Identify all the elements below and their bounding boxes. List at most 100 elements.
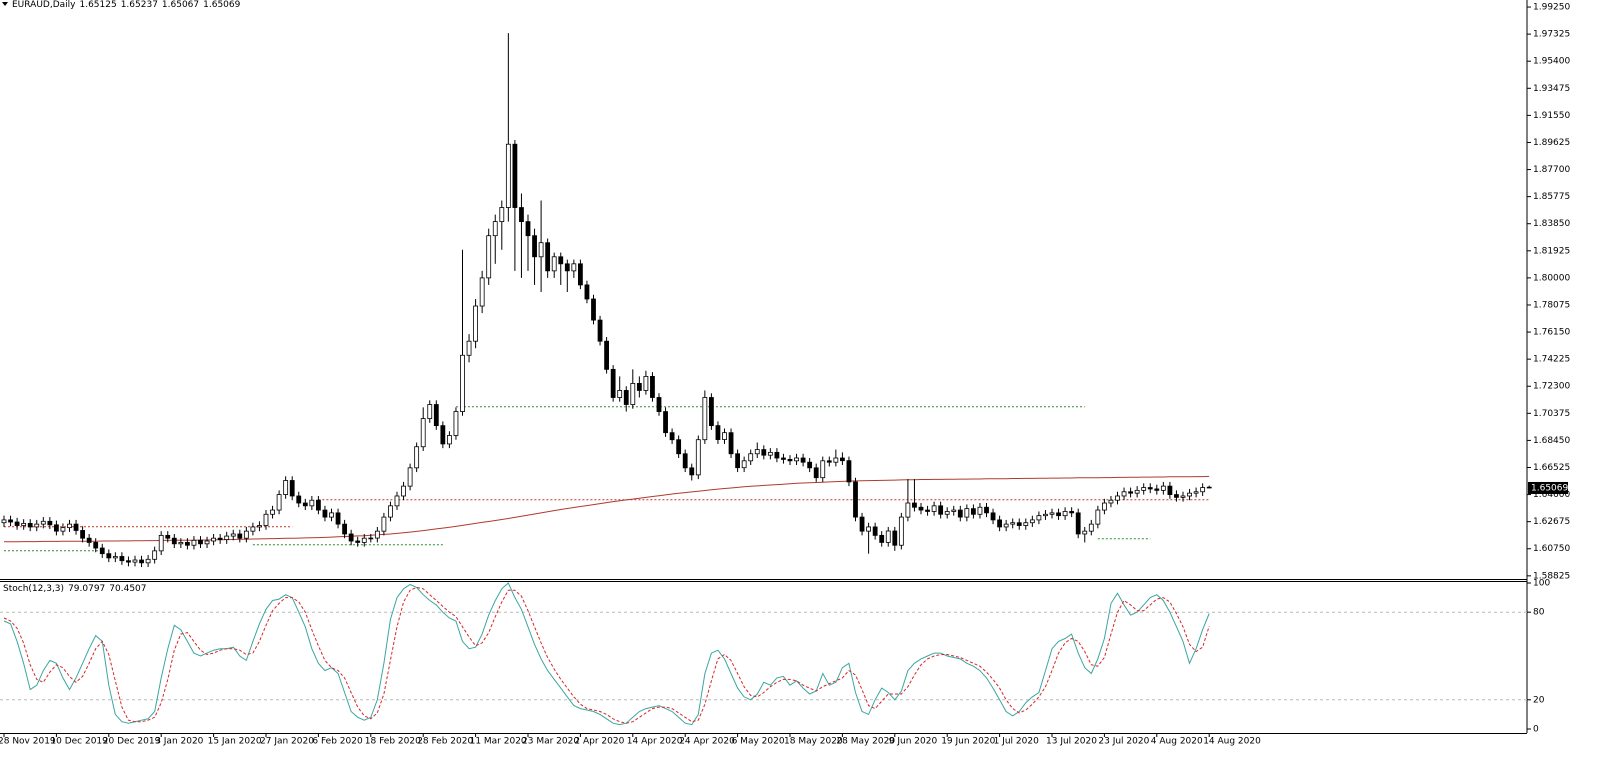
candle-body	[348, 533, 354, 542]
candle-body	[872, 526, 878, 536]
candle-body	[414, 446, 420, 469]
candle-body	[191, 539, 197, 546]
candle-body	[1095, 509, 1101, 525]
y-tick-label: 1.68450	[1533, 436, 1570, 446]
candle-body	[198, 539, 203, 545]
candle-body	[1187, 492, 1192, 497]
high-price: 1.65237	[121, 0, 158, 10]
y-tick-label: 1.58825	[1533, 571, 1570, 581]
candle-body	[636, 383, 642, 391]
candle-body	[813, 467, 819, 479]
candle-body	[1121, 491, 1127, 497]
current-price-box	[1528, 481, 1568, 494]
candle-body	[604, 340, 609, 370]
candle-body	[1134, 489, 1140, 494]
candle-body	[1180, 495, 1186, 498]
candle-body	[997, 519, 1002, 528]
candle-body	[112, 556, 118, 559]
candle-body	[1010, 522, 1016, 525]
candle-body	[361, 537, 367, 543]
candle-body	[859, 516, 865, 532]
candle-body	[283, 480, 289, 495]
signal-value: 70.4507	[109, 584, 146, 594]
candle-body	[715, 425, 721, 440]
candle-body	[132, 559, 138, 563]
candle-body	[905, 502, 911, 518]
x-tick-label: 14 Apr 2020	[627, 737, 683, 747]
candle-body	[86, 537, 92, 543]
y-tick-label: 1.70375	[1533, 409, 1570, 419]
candle-body	[578, 263, 583, 286]
candle-body	[630, 383, 636, 405]
candle-body	[1062, 511, 1068, 517]
candle-body	[610, 368, 616, 398]
candle-body	[289, 480, 295, 497]
y-tick-label: 1.60750	[1533, 544, 1570, 554]
current-price-label: 1.65069	[1531, 483, 1568, 493]
symbol-title: EURAUD,Daily	[12, 0, 76, 10]
candle-body	[1200, 487, 1206, 493]
candle-body	[728, 432, 734, 455]
candle-body	[597, 319, 603, 342]
candle-body	[158, 534, 164, 552]
y-tick-label: 1.72300	[1533, 382, 1570, 392]
candle-body	[1160, 485, 1166, 491]
candle-body	[473, 305, 479, 342]
candle-body	[315, 499, 321, 511]
plot-layer: 1.58825 1.60750 1.62675 1.64600 1.66525 1.684…	[0, 3, 1570, 747]
x-tick-label: 2 Apr 2020	[574, 737, 624, 747]
candle-body	[322, 509, 328, 518]
candle-body	[558, 256, 564, 265]
candle-body	[617, 390, 623, 398]
candle-body	[1141, 487, 1147, 491]
candle-body	[126, 560, 131, 563]
y-tick-label: 1.95400	[1533, 57, 1570, 67]
x-tick-label: 19 Jun 2020	[941, 737, 995, 747]
x-tick-label: 3 Jan 2020	[155, 737, 203, 747]
candle-body	[14, 521, 20, 526]
y-tick-label: 1.97325	[1533, 30, 1570, 40]
candle-body	[211, 537, 217, 542]
candle-body	[912, 502, 917, 508]
y-tick-label: 1.87700	[1533, 165, 1570, 175]
candle-body	[401, 485, 406, 497]
candle-body	[800, 457, 806, 463]
x-tick-label: 10 Dec 2019	[50, 737, 108, 747]
candle-body	[702, 397, 708, 441]
indicator-header: Stoch(12,3,3) 79.0797 70.4507	[3, 584, 147, 594]
candle-body	[54, 524, 59, 532]
candle-body	[335, 512, 341, 525]
candle-body	[257, 525, 262, 528]
open-price: 1.65125	[79, 0, 116, 10]
candle-body	[643, 375, 649, 391]
candle-body	[774, 451, 780, 459]
candle-body	[1167, 485, 1173, 495]
candle-body	[73, 523, 79, 531]
candle-body	[767, 451, 773, 456]
candle-body	[204, 540, 210, 545]
candle-body	[1082, 530, 1088, 535]
candle-body	[427, 404, 433, 419]
candle-body	[551, 256, 557, 272]
candle-body	[525, 221, 531, 237]
candle-body	[944, 511, 950, 515]
y-tick-label: 100	[1533, 579, 1550, 589]
candle-body	[165, 534, 171, 539]
candle-body	[951, 509, 957, 512]
candle-body	[918, 506, 924, 511]
y-tick-label: 1.89625	[1533, 138, 1570, 148]
candle-body	[21, 523, 27, 526]
candle-body	[80, 530, 85, 539]
candle-body	[931, 505, 937, 512]
y-tick-label: 20	[1533, 695, 1545, 705]
candle-body	[60, 527, 66, 532]
candle-body	[794, 457, 799, 462]
candle-body	[368, 537, 374, 540]
candle-body	[243, 530, 249, 539]
candle-body	[591, 298, 596, 321]
candle-body	[106, 553, 112, 559]
candle-body	[1029, 519, 1035, 524]
candle-body	[1075, 512, 1081, 535]
x-tick-label: 27 Jan 2020	[260, 737, 314, 747]
